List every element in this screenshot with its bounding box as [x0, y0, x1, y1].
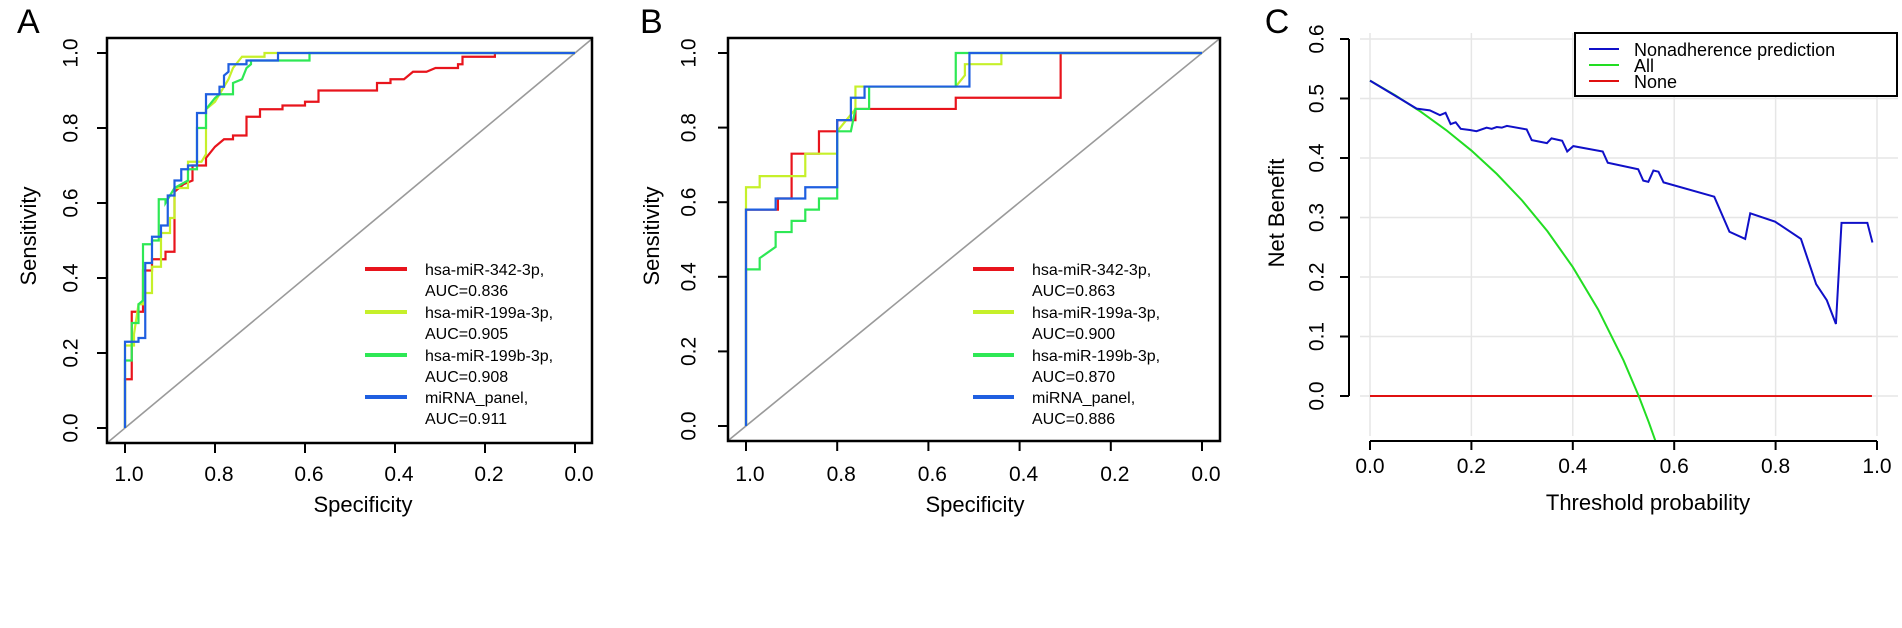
y-tick-label: 0.5: [1306, 84, 1329, 113]
y-tick-label: 0.2: [60, 338, 83, 367]
x-tick-label: 0.6: [918, 463, 947, 486]
roc-curve-3: [123, 51, 575, 428]
y-tick-label: 0.2: [1306, 262, 1329, 291]
x-tick-label: 0.0: [1191, 463, 1220, 486]
x-tick-label: 0.4: [1558, 455, 1588, 478]
legend-label: hsa-miR-342-3p,: [425, 262, 544, 279]
legend-box: [1574, 32, 1898, 97]
legend-label: Nonadherence prediction: [1634, 40, 1835, 60]
legend-auc: AUC=0.900: [1032, 326, 1115, 343]
y-tick-label: 0.2: [678, 337, 701, 366]
reference-diagonal: [106, 37, 594, 444]
plot-frame: [105, 36, 594, 445]
y-axis-title: Sensitivity: [16, 186, 41, 285]
x-tick-label: 0.0: [564, 463, 593, 486]
dca-curve-nonadherence: [1369, 79, 1874, 325]
legend-label: hsa-miR-199a-3p,: [425, 305, 553, 322]
y-tick-label: 0.6: [678, 188, 701, 217]
legend-label: miRNA_panel,: [425, 390, 528, 407]
x-tick-label: 0.4: [384, 463, 414, 486]
legend-auc: AUC=0.886: [1032, 411, 1115, 428]
legend-label: hsa-miR-342-3p,: [1032, 262, 1151, 279]
legend-auc: AUC=0.905: [425, 326, 508, 343]
dca-curve-all: [1369, 79, 1657, 442]
panel-a: A 0.0 0.2 0.4 0.6 0.8 1.0 1.0 0.8 0.6 0.4 0.2 0.0 hsa…: [16, 3, 594, 517]
legend-label: hsa-miR-199a-3p,: [1032, 305, 1160, 322]
y-tick-label: 0.0: [1306, 381, 1329, 410]
y-tick-label: 0.4: [1306, 143, 1329, 173]
x-axis-title: Threshold probability: [1546, 490, 1750, 515]
x-axis-title: Specificity: [925, 492, 1024, 517]
y-tick-label: 0.4: [60, 263, 83, 293]
legend-auc: AUC=0.836: [425, 283, 508, 300]
legend-auc: AUC=0.863: [1032, 283, 1115, 300]
legend-label: hsa-miR-199b-3p,: [425, 348, 553, 365]
x-tick-label: 0.0: [1355, 455, 1384, 478]
y-tick-label: 0.0: [60, 413, 83, 442]
y-tick-label: 0.8: [60, 113, 83, 142]
y-tick-label: 0.1: [1306, 322, 1329, 351]
y-tick-label: 0.6: [1306, 24, 1329, 53]
x-tick-label: 0.6: [1660, 455, 1689, 478]
panel-label: B: [640, 3, 663, 41]
panel-label: C: [1265, 3, 1290, 41]
roc-curve-2: [123, 51, 575, 428]
panel-c: C 0.0 0.1 0.2 0.3 0.4 0.5 0.6 0.0 0.2 0.4 0.6 0.8 1.0…: [1264, 3, 1898, 515]
x-tick-label: 0.2: [474, 463, 503, 486]
x-tick-label: 1.0: [735, 463, 764, 486]
legend-auc: AUC=0.870: [1032, 369, 1115, 386]
y-tick-label: 0.3: [1306, 203, 1329, 232]
legend-label: miRNA_panel,: [1032, 390, 1135, 407]
legend-label: hsa-miR-199b-3p,: [1032, 348, 1160, 365]
x-tick-label: 0.4: [1009, 463, 1039, 486]
panel-b: B 0.0 0.2 0.4 0.6 0.8 1.0 1.0 0.8 0.6 0.4 0.2 0.0 hsa…: [639, 3, 1222, 517]
legend-auc: AUC=0.908: [425, 369, 508, 386]
y-tick-label: 0.6: [60, 188, 83, 217]
x-tick-label: 1.0: [114, 463, 143, 486]
x-tick-label: 0.8: [1761, 455, 1790, 478]
x-tick-label: 0.8: [827, 463, 856, 486]
legend-auc: AUC=0.911: [425, 411, 507, 428]
x-tick-label: 1.0: [1862, 455, 1891, 478]
legend-label: None: [1634, 72, 1677, 92]
y-tick-label: 0.0: [678, 411, 701, 440]
y-axis-title: Sensitivity: [639, 186, 664, 285]
x-tick-label: 0.6: [294, 463, 323, 486]
x-axis-title: Specificity: [313, 492, 412, 517]
y-axis-title: Net Benefit: [1264, 159, 1289, 268]
reference-diagonal: [727, 37, 1221, 442]
y-tick-label: 1.0: [678, 38, 701, 67]
roc-curve-2: [744, 51, 1202, 426]
x-tick-label: 0.2: [1457, 455, 1486, 478]
y-tick-label: 0.8: [678, 113, 701, 142]
y-tick-label: 0.4: [678, 262, 701, 292]
roc-curve-3: [744, 51, 1202, 426]
y-tick-label: 1.0: [60, 38, 83, 67]
x-tick-label: 0.8: [204, 463, 233, 486]
panel-label: A: [17, 3, 40, 41]
plot-frame: [726, 36, 1222, 443]
x-tick-label: 0.2: [1100, 463, 1129, 486]
legend-label: All: [1634, 56, 1654, 76]
